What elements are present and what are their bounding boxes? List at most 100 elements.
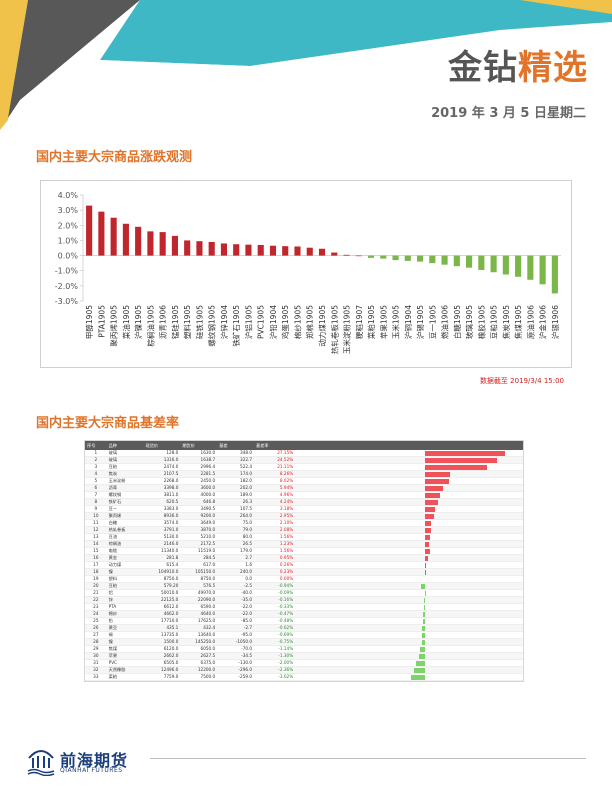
cell-basis-rate: -3.02%: [254, 673, 296, 681]
cell-bar: [295, 540, 523, 548]
cell-basis-rate: -0.47%: [254, 610, 296, 618]
bar-19: [306, 247, 313, 256]
cell-basis-rate: 8.26%: [254, 470, 296, 478]
cell-futures: 4640.0: [180, 610, 218, 618]
basis-bar: [422, 618, 426, 624]
section-title-price-change: 国内主要大宗商品涨跌观测: [36, 150, 193, 165]
cell-spot: 50010.0: [143, 589, 181, 597]
basis-bar: [425, 520, 432, 526]
cell-basis-rate: 2.08%: [254, 526, 296, 534]
bar-26: [392, 255, 399, 261]
cell-bar: [295, 526, 523, 534]
cell-futures: 1630.0: [180, 450, 218, 457]
cell-basis-rate: 24.52%: [254, 456, 296, 464]
table-row: 29 焦煤 6120.0 6050.0 -70.0 -1.14%: [85, 645, 523, 653]
bar-5: [135, 226, 142, 256]
cell-index: 34: [85, 680, 107, 681]
bar-1: [86, 205, 93, 256]
x-category-label: 玻璃1905: [464, 305, 474, 339]
cell-bar: [295, 456, 523, 464]
table-row: 33 菜粕 7759.0 7500.0 -259.0 -3.02%: [85, 673, 523, 681]
cell-index: 17: [85, 561, 107, 569]
bar-16: [269, 245, 277, 256]
cell-basis-rate: -2.36%: [254, 666, 296, 674]
cell-bar: [295, 680, 523, 681]
cell-name: 锌: [106, 596, 144, 604]
cell-bar: [295, 575, 523, 583]
cell-bar: [295, 450, 523, 457]
cell-futures: 4000.0: [180, 491, 218, 499]
basis-bar: [425, 485, 443, 491]
x-category-label: 甲醇1905: [84, 305, 94, 339]
cell-futures: 617.0: [180, 561, 218, 569]
cell-basis-rate: -5.98%: [254, 680, 296, 681]
cell-index: 23: [85, 603, 107, 611]
cell-spot: 435.1: [143, 624, 181, 632]
y-tick-label: 1.0%: [58, 236, 79, 245]
basis-bar: [425, 457, 498, 463]
x-category-label: 苹果1905: [378, 305, 388, 339]
basis-bar: [425, 450, 506, 456]
cell-basis-rate: 1.56%: [254, 547, 296, 555]
basis-bar: [425, 569, 426, 575]
cell-futures: 8750.0: [180, 575, 218, 583]
company-logo: 前海期货 QIANHAI FUTURES: [26, 744, 136, 778]
cell-name: 玻璃: [106, 456, 144, 464]
table-row: 6 沥青 3398.0 3600.0 202.0 5.94%: [85, 484, 523, 492]
cell-name: 焦煤: [106, 645, 144, 653]
cell-basis-rate: -0.75%: [254, 638, 296, 646]
cell-index: 11: [85, 519, 107, 527]
y-tick-label: 4.0%: [58, 191, 79, 200]
cell-name: 苹果: [106, 652, 144, 660]
x-category-label: 燃油1906: [440, 305, 450, 339]
cell-basis: 26.3: [217, 498, 255, 506]
cell-futures: 5210.0: [180, 533, 218, 541]
basis-bar: [425, 471, 450, 477]
cell-basis-rate: 0.95%: [254, 554, 296, 562]
table-row: 28 镍 1500.0 145250.0 -1050.0 -0.75%: [85, 638, 523, 646]
basis-table: 序号 品种 现货价 期货价 基差 基差率 1 玻璃 128.0 1630.0 348.0…: [85, 441, 523, 681]
x-category-label: 沪银1906: [550, 305, 560, 339]
basis-bar: [423, 611, 426, 617]
cell-index: 21: [85, 589, 107, 597]
report-date: 2019 年 3 月 5 日星期二: [431, 106, 586, 121]
cell-bar: [295, 673, 523, 681]
cell-basis: 240.0: [217, 568, 255, 576]
table-row: 10 聚丙烯 8936.0 9200.0 264.0 2.95%: [85, 512, 523, 520]
cell-name: 锡: [106, 631, 144, 639]
bar-9: [184, 240, 191, 256]
x-category-label: 焦煤1905: [513, 305, 523, 339]
cell-name: 镍: [106, 568, 144, 576]
bar-8: [171, 235, 178, 256]
cell-index: 12: [85, 526, 107, 534]
x-category-label: 白糖1905: [452, 305, 462, 339]
x-category-label: 菜油1905: [121, 305, 131, 339]
cell-index: 19: [85, 575, 107, 583]
bar-6: [147, 231, 154, 256]
col-header-basis-rate: 基差率: [254, 441, 296, 450]
cell-basis-rate: -0.16%: [254, 596, 296, 604]
cell-basis: 202.0: [217, 484, 255, 492]
cell-bar: [295, 645, 523, 653]
bar-10: [196, 241, 203, 256]
cell-bar: [295, 603, 523, 611]
x-category-label: 棕榈油1905: [145, 305, 155, 347]
basis-bar: [423, 604, 426, 610]
x-category-label: 沪铅1904: [268, 305, 278, 339]
basis-bar: [425, 534, 430, 540]
cell-spot: 3383.0: [143, 505, 181, 513]
table-row: 14 棕榈油 2146.0 2172.5 26.5 1.23%: [85, 540, 523, 548]
bar-33: [478, 255, 485, 270]
cell-spot: 13735.0: [143, 631, 181, 639]
cell-bar: [295, 484, 523, 492]
bar-3: [110, 217, 117, 256]
cell-name: 豆油: [106, 533, 144, 541]
cell-basis: 75.0: [217, 519, 255, 527]
cell-bar: [295, 547, 523, 555]
cell-futures: 3490.5: [180, 505, 218, 513]
cell-spot: 3398.0: [143, 484, 181, 492]
bar-36: [515, 255, 522, 277]
cell-basis-rate: -0.94%: [254, 582, 296, 590]
cell-futures: 3649.0: [180, 519, 218, 527]
basis-bar: [414, 667, 426, 673]
